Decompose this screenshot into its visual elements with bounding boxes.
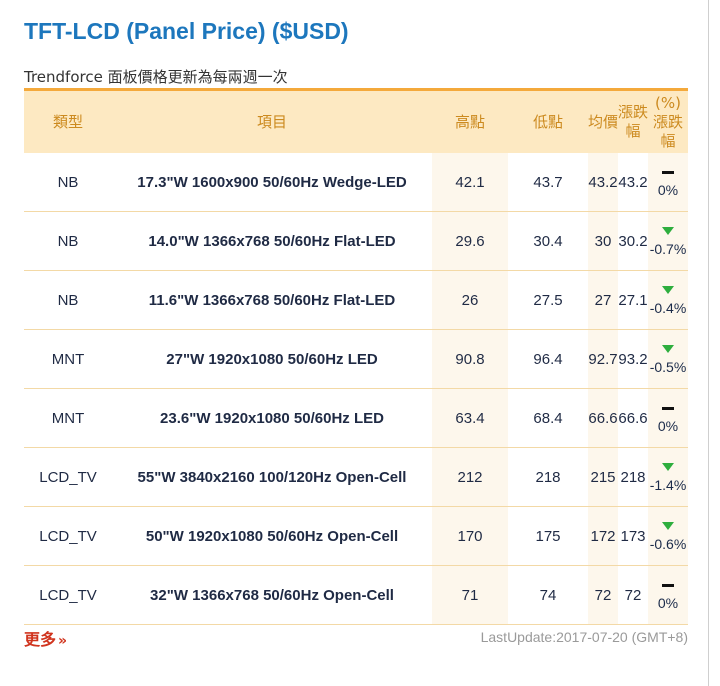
table-row: LCD_TV 50"W 1920x1080 50/60Hz Open-Cell 17… — [24, 506, 688, 566]
cell-pct-change: -0.4% — [648, 270, 688, 330]
cell-pct-change: -1.4% — [648, 447, 688, 507]
header-change: 漲跌幅 — [618, 89, 648, 153]
cell-type: NB — [24, 153, 112, 212]
cell-avg: 72 — [588, 565, 618, 625]
cell-item: 50"W 1920x1080 50/60Hz Open-Cell — [112, 506, 432, 566]
cell-type: LCD_TV — [24, 565, 112, 625]
cell-item: 14.0"W 1366x768 50/60Hz Flat-LED — [112, 211, 432, 271]
double-chevron-right-icon: » — [58, 633, 68, 649]
pct-change-value: -0.6% — [649, 536, 687, 552]
header-avg: 均價 — [588, 89, 618, 153]
cell-pct-change: -0.7% — [648, 211, 688, 271]
header-low: 低點 — [508, 89, 588, 153]
cell-low: 218 — [508, 447, 588, 507]
down-arrow-icon — [660, 343, 676, 355]
divider — [708, 0, 709, 686]
down-arrow-icon — [660, 225, 676, 237]
header-item: 項目 — [112, 89, 432, 153]
cell-high: 212 — [432, 447, 508, 507]
cell-low: 27.5 — [508, 270, 588, 330]
table-row: NB 14.0"W 1366x768 50/60Hz Flat-LED 29.6 30… — [24, 211, 688, 271]
cell-avg: 172 — [588, 506, 618, 566]
cell-change: 173 — [618, 506, 648, 566]
table-row: NB 11.6"W 1366x768 50/60Hz Flat-LED 26 27.5… — [24, 270, 688, 330]
last-update: LastUpdate:2017-07-20 (GMT+8) — [480, 629, 688, 645]
page-title: TFT-LCD (Panel Price) ($USD) — [24, 18, 349, 44]
panel-price-table: 類型 項目 高點 低點 均價 漲跌幅 (%)漲跌幅 NB 17.3"W 1600x… — [24, 88, 688, 625]
flat-dash-icon — [660, 166, 676, 178]
cell-avg: 92.7 — [588, 329, 618, 389]
cell-high: 71 — [432, 565, 508, 625]
cell-low: 74 — [508, 565, 588, 625]
header-pct-change: (%)漲跌幅 — [648, 89, 688, 153]
flat-dash-icon — [660, 579, 676, 591]
cell-item: 32"W 1366x768 50/60Hz Open-Cell — [112, 565, 432, 625]
cell-item: 23.6"W 1920x1080 50/60Hz LED — [112, 388, 432, 448]
pct-change-value: 0% — [657, 595, 679, 611]
cell-low: 68.4 — [508, 388, 588, 448]
table-row: MNT 23.6"W 1920x1080 50/60Hz LED 63.4 68.4 6… — [24, 388, 688, 448]
more-link-label: 更多 — [24, 630, 57, 649]
pct-change-value: -0.5% — [649, 359, 687, 375]
cell-high: 26 — [432, 270, 508, 330]
cell-avg: 43.2 — [588, 153, 618, 212]
cell-pct-change: -0.5% — [648, 329, 688, 389]
down-arrow-icon — [660, 284, 676, 296]
cell-type: NB — [24, 211, 112, 271]
down-arrow-icon — [660, 461, 676, 473]
pct-change-value: -0.4% — [649, 300, 687, 316]
cell-low: 43.7 — [508, 153, 588, 212]
cell-item: 17.3"W 1600x900 50/60Hz Wedge-LED — [112, 153, 432, 212]
cell-item: 27"W 1920x1080 50/60Hz LED — [112, 329, 432, 389]
cell-change: 93.2 — [618, 329, 648, 389]
cell-type: NB — [24, 270, 112, 330]
cell-change: 27.1 — [618, 270, 648, 330]
cell-avg: 27 — [588, 270, 618, 330]
cell-high: 63.4 — [432, 388, 508, 448]
header-type: 類型 — [24, 89, 112, 153]
pct-change-value: -1.4% — [649, 477, 687, 493]
cell-type: MNT — [24, 388, 112, 448]
cell-high: 90.8 — [432, 329, 508, 389]
table-body: NB 17.3"W 1600x900 50/60Hz Wedge-LED 42.1 4… — [24, 153, 688, 625]
cell-high: 42.1 — [432, 153, 508, 212]
cell-avg: 30 — [588, 211, 618, 271]
cell-type: LCD_TV — [24, 447, 112, 507]
table-row: NB 17.3"W 1600x900 50/60Hz Wedge-LED 42.1 4… — [24, 153, 688, 212]
cell-item: 55"W 3840x2160 100/120Hz Open-Cell — [112, 447, 432, 507]
cell-avg: 215 — [588, 447, 618, 507]
cell-avg: 66.6 — [588, 388, 618, 448]
cell-item: 11.6"W 1366x768 50/60Hz Flat-LED — [112, 270, 432, 330]
cell-pct-change: 0% — [648, 153, 688, 212]
cell-change: 218 — [618, 447, 648, 507]
pct-change-value: 0% — [657, 182, 679, 198]
down-arrow-icon — [660, 520, 676, 532]
cell-type: MNT — [24, 329, 112, 389]
cell-low: 175 — [508, 506, 588, 566]
cell-low: 30.4 — [508, 211, 588, 271]
table-header-row: 類型 項目 高點 低點 均價 漲跌幅 (%)漲跌幅 — [24, 89, 688, 153]
page-subtitle: Trendforce 面板價格更新為每兩週一次 — [24, 68, 288, 86]
cell-low: 96.4 — [508, 329, 588, 389]
cell-change: 30.2 — [618, 211, 648, 271]
cell-high: 170 — [432, 506, 508, 566]
table-row: LCD_TV 32"W 1366x768 50/60Hz Open-Cell 71 7… — [24, 565, 688, 625]
header-high: 高點 — [432, 89, 508, 153]
cell-change: 66.6 — [618, 388, 648, 448]
table-row: LCD_TV 55"W 3840x2160 100/120Hz Open-Cell… — [24, 447, 688, 507]
cell-pct-change: -0.6% — [648, 506, 688, 566]
flat-dash-icon — [660, 402, 676, 414]
more-link[interactable]: 更多» — [24, 626, 67, 650]
cell-change: 72 — [618, 565, 648, 625]
cell-type: LCD_TV — [24, 506, 112, 566]
table-row: MNT 27"W 1920x1080 50/60Hz LED 90.8 96.4 92.… — [24, 329, 688, 389]
cell-high: 29.6 — [432, 211, 508, 271]
pct-change-value: 0% — [657, 418, 679, 434]
cell-pct-change: 0% — [648, 565, 688, 625]
cell-change: 43.2 — [618, 153, 648, 212]
cell-pct-change: 0% — [648, 388, 688, 448]
pct-change-value: -0.7% — [649, 241, 687, 257]
